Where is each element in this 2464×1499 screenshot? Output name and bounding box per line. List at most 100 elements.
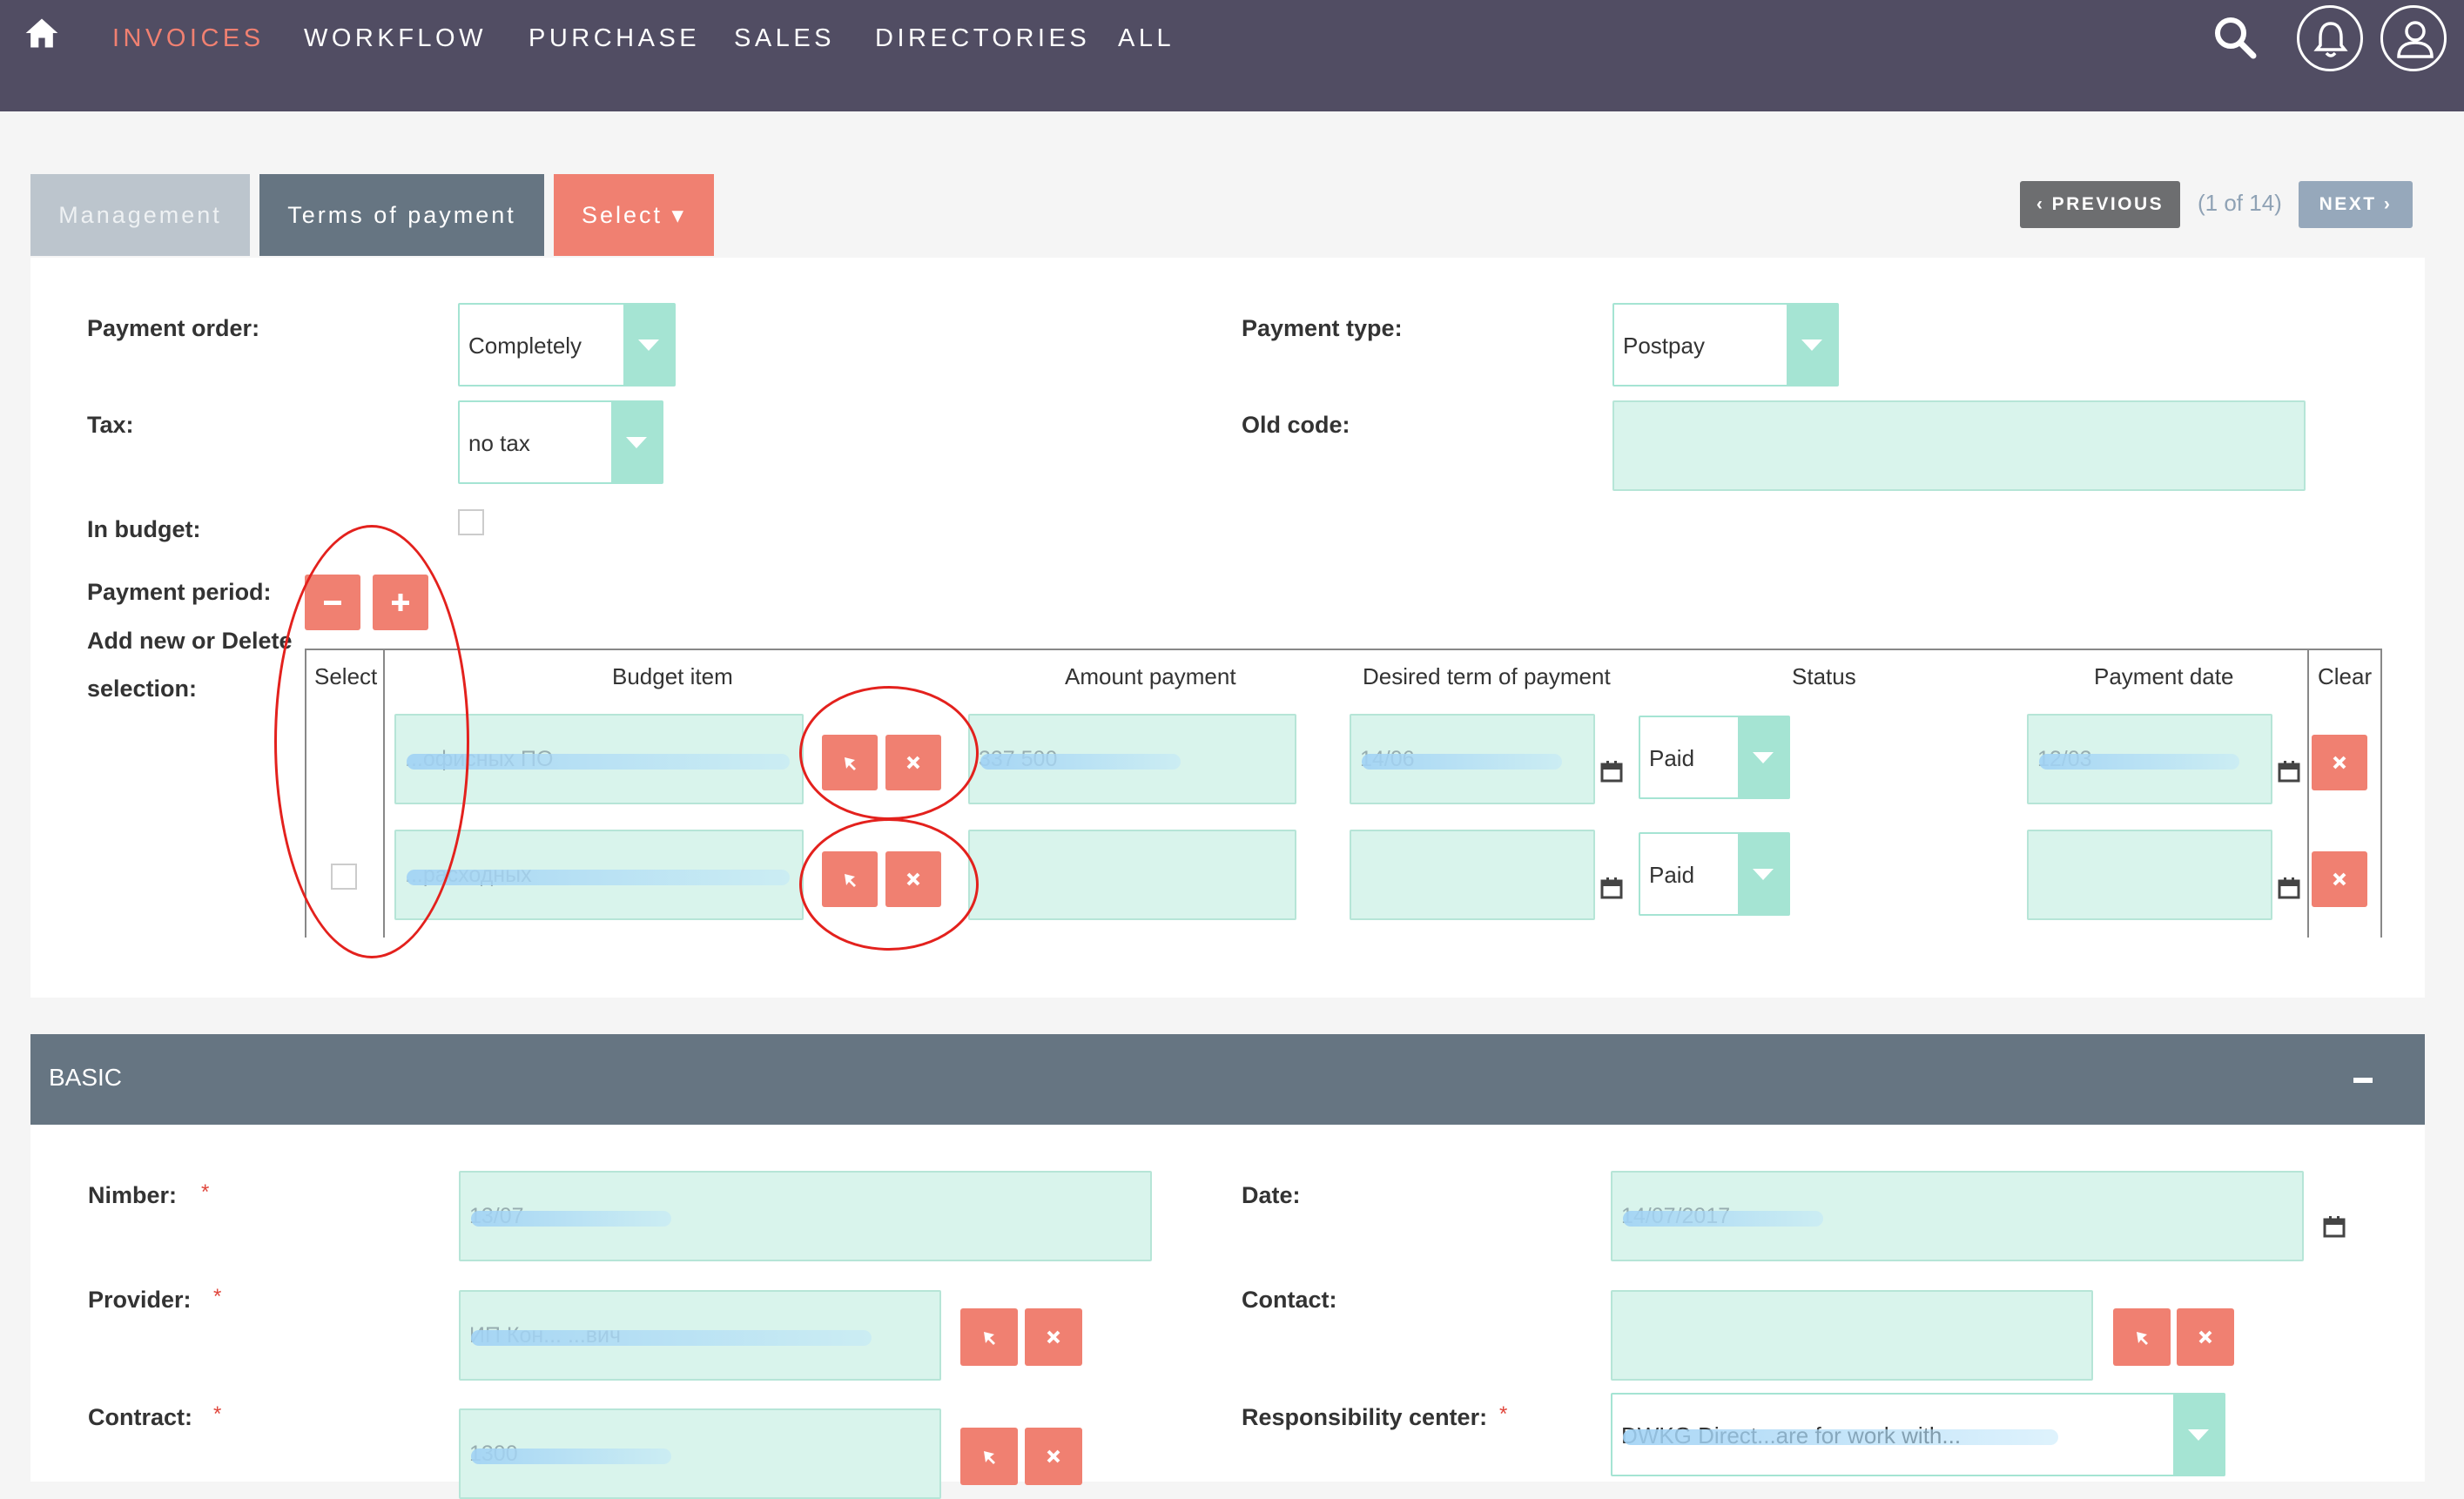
payment-order-select[interactable]: Completely (458, 303, 676, 387)
calendar-icon[interactable] (2278, 760, 2300, 783)
clear-budget-item-button[interactable] (885, 735, 941, 790)
row-select-checkbox[interactable] (331, 864, 357, 890)
payment-type-value: Postpay (1623, 333, 1705, 359)
cursor-arrow-icon (845, 757, 856, 770)
old-code-label: Old code: (1242, 412, 1350, 438)
remove-period-button[interactable] (305, 575, 360, 630)
close-icon (906, 872, 920, 886)
tab-terms-of-payment[interactable]: Terms of payment (259, 174, 544, 256)
contract-label: Contract: (88, 1404, 192, 1430)
plus-icon (392, 594, 409, 611)
payment-order-label: Payment order: (87, 315, 260, 341)
nav-all[interactable]: ALL (1118, 24, 1175, 52)
th-amount-payment: Amount payment (1065, 663, 1236, 689)
notifications-button[interactable] (2297, 5, 2363, 71)
tax-value: no tax (468, 430, 530, 456)
calendar-icon[interactable] (2278, 877, 2300, 899)
clear-contract-button[interactable] (1025, 1428, 1082, 1485)
minus-icon (324, 601, 341, 605)
contract-input[interactable]: 1300 (459, 1408, 941, 1499)
budget-item-input[interactable]: ...офисных ПО (394, 714, 804, 804)
top-navigation-bar: INVOICES WORKFLOW PURCHASE SALES DIRECTO… (0, 0, 2464, 111)
chevron-down-icon (1738, 834, 1788, 914)
tab-select-dropdown[interactable]: Select ▾ (554, 174, 714, 256)
nav-invoices[interactable]: INVOICES (112, 24, 265, 52)
desired-term-input[interactable] (1350, 830, 1595, 920)
provider-input[interactable]: ИП Кон... ...вич (459, 1290, 941, 1381)
select-budget-item-button[interactable] (822, 851, 878, 907)
contact-input[interactable] (1611, 1290, 2093, 1381)
close-icon (2333, 872, 2346, 886)
previous-button[interactable]: ‹ PREVIOUS (2020, 181, 2180, 228)
number-input[interactable]: 13/07 (459, 1171, 1152, 1261)
date-input[interactable]: 14/07/2017 (1611, 1171, 2304, 1261)
collapse-icon[interactable] (2353, 1078, 2373, 1083)
status-select[interactable]: Paid (1639, 832, 1790, 916)
redaction-blur (407, 870, 790, 885)
select-provider-button[interactable] (960, 1308, 1018, 1366)
amount-payment-input[interactable] (968, 830, 1296, 920)
clear-provider-button[interactable] (1025, 1308, 1082, 1366)
clear-row-button[interactable] (2312, 851, 2367, 907)
in-budget-checkbox[interactable] (458, 509, 484, 535)
table-right-border (2380, 649, 2382, 938)
clear-budget-item-button[interactable] (885, 851, 941, 907)
user-menu-button[interactable] (2380, 5, 2447, 71)
search-icon[interactable] (2210, 12, 2262, 64)
old-code-input[interactable] (1612, 400, 2306, 491)
select-contact-button[interactable] (2113, 1308, 2171, 1366)
desired-term-input[interactable]: 14/06 (1350, 714, 1595, 804)
next-button[interactable]: NEXT › (2299, 181, 2413, 228)
number-label: Nimber: (88, 1182, 178, 1208)
redaction-blur (407, 754, 790, 770)
chevron-down-icon (1787, 305, 1837, 385)
amount-payment-input[interactable]: 337 500 (968, 714, 1296, 804)
previous-label: PREVIOUS (2051, 194, 2164, 214)
nav-purchase[interactable]: PURCHASE (528, 24, 701, 52)
select-budget-item-button[interactable] (822, 735, 878, 790)
nav-workflow[interactable]: WORKFLOW (304, 24, 487, 52)
payment-type-label: Payment type: (1242, 315, 1403, 341)
redaction-blur (471, 1449, 671, 1464)
payment-order-value: Completely (468, 333, 582, 359)
tax-label: Tax: (87, 412, 134, 438)
responsibility-center-select[interactable]: DWKG Direct...are for work with... (1611, 1393, 2225, 1476)
payment-type-select[interactable]: Postpay (1612, 303, 1839, 387)
add-period-button[interactable] (373, 575, 428, 630)
th-payment-date: Payment date (2094, 663, 2234, 689)
chevron-down-icon (611, 402, 662, 482)
status-value: Paid (1649, 862, 1695, 888)
calendar-icon[interactable] (2323, 1215, 2346, 1238)
clear-contact-button[interactable] (2177, 1308, 2234, 1366)
responsibility-center-label: Responsibility center: (1242, 1404, 1488, 1430)
provider-label: Provider: (88, 1287, 192, 1313)
home-icon[interactable] (23, 14, 61, 52)
nav-sales[interactable]: SALES (734, 24, 835, 52)
th-clear: Clear (2318, 663, 2373, 689)
payment-date-input[interactable]: 12/03 (2027, 714, 2272, 804)
basic-section-header[interactable]: BASIC (30, 1034, 2425, 1125)
payment-date-input[interactable] (2027, 830, 2272, 920)
calendar-icon[interactable] (1600, 877, 1623, 899)
budget-item-input[interactable]: ...расходных (394, 830, 804, 920)
user-icon (2397, 21, 2434, 58)
selection-label: selection: (87, 676, 198, 702)
required-marker: * (213, 1285, 222, 1308)
bell-icon (2313, 22, 2348, 57)
th-desired-term: Desired term of payment (1363, 663, 1611, 689)
th-status: Status (1792, 663, 1856, 689)
tax-select[interactable]: no tax (458, 400, 663, 484)
tab-management[interactable]: Management (30, 174, 250, 256)
calendar-icon[interactable] (1600, 760, 1623, 783)
redaction-blur (1623, 1429, 2058, 1445)
clear-row-button[interactable] (2312, 735, 2367, 790)
nav-directories[interactable]: DIRECTORIES (875, 24, 1091, 52)
redaction-blur (980, 754, 1181, 770)
select-contract-button[interactable] (960, 1428, 1018, 1485)
section-title: BASIC (49, 1064, 123, 1091)
redaction-blur (2039, 754, 2239, 770)
status-select[interactable]: Paid (1639, 716, 1790, 799)
table-column-divider (2307, 649, 2309, 938)
contact-label: Contact: (1242, 1287, 1337, 1313)
close-icon (1047, 1449, 1060, 1463)
